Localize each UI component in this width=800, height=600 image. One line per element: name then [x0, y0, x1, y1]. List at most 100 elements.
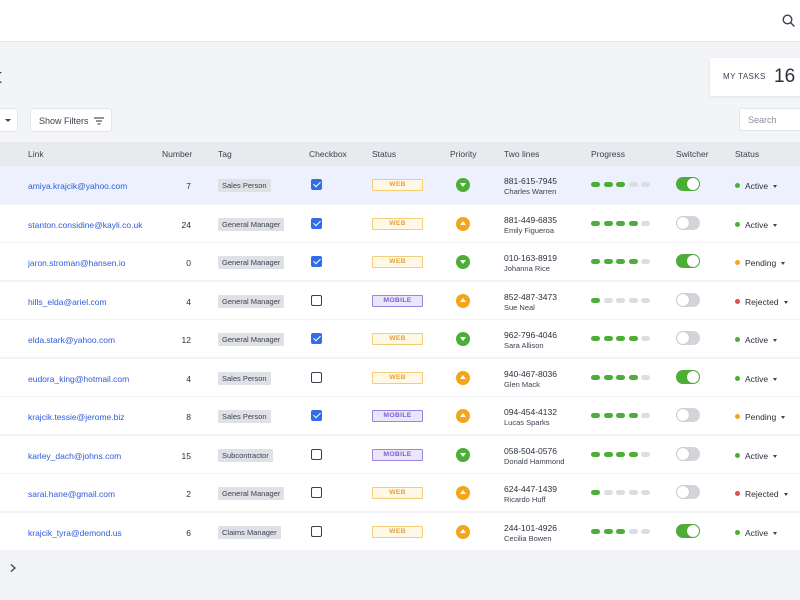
header-priority[interactable]: Priority	[450, 149, 477, 159]
filter-icon	[94, 117, 104, 125]
priority-low-icon	[456, 447, 470, 462]
row-checkbox[interactable]	[311, 410, 322, 421]
header-progress[interactable]: Progress	[591, 149, 626, 159]
header-number[interactable]: Number	[162, 149, 193, 159]
status-dropdown[interactable]: Rejected	[735, 489, 788, 499]
status-dropdown[interactable]: Active	[735, 374, 778, 384]
status-dropdown[interactable]: Active	[735, 335, 778, 345]
progress-indicator	[591, 182, 651, 188]
tag-badge: General Manager	[218, 333, 285, 346]
progress-step	[603, 336, 613, 341]
email-link[interactable]: krajcik.tessie@jerome.biz	[28, 412, 125, 422]
status-dot-icon	[735, 452, 740, 458]
row-checkbox[interactable]	[311, 525, 322, 537]
header-tag[interactable]: Tag	[218, 149, 232, 159]
header-two-lines[interactable]: Two lines	[504, 149, 540, 159]
header-switcher[interactable]: Switcher	[676, 149, 709, 159]
row-checkbox[interactable]	[311, 217, 322, 229]
toggle-knob	[677, 486, 689, 498]
header-status[interactable]: Status	[372, 149, 397, 159]
status-dropdown[interactable]: Active	[735, 528, 778, 538]
table-row[interactable]: amiya.krajcik@yahoo.com 7 Sales Person WEB 8…	[0, 166, 800, 203]
table-row[interactable]: elda.stark@yahoo.com 12 General Manager WEB…	[0, 320, 800, 357]
progress-step	[628, 297, 638, 303]
table-row[interactable]: krajcik_tyra@demond.us 6 Claims Manager WEB…	[0, 512, 800, 550]
email-link[interactable]: stanton.considine@kayli.co.uk	[28, 219, 143, 230]
chevron-down-icon	[783, 300, 788, 304]
phone-text: 058-504-0576	[504, 445, 557, 456]
my-tasks-card[interactable]: MY TASKS 16	[710, 58, 800, 96]
chevron-right-icon[interactable]	[8, 563, 18, 573]
email-link[interactable]: karley_dach@johns.com	[28, 450, 122, 461]
status-dropdown[interactable]: Rejected	[735, 297, 788, 307]
row-checkbox[interactable]	[311, 333, 322, 344]
table-header: Link Number Tag Checkbox Status Priority…	[0, 142, 800, 166]
table-row[interactable]: sarai.hane@gmail.com 2 General Manager WEB 6…	[0, 474, 800, 511]
header-link[interactable]: Link	[28, 149, 44, 159]
status-dropdown[interactable]: Pending	[735, 412, 786, 422]
progress-step	[628, 336, 638, 341]
table-row[interactable]: krajcik.tessie@jerome.biz 8 Sales Person MO…	[0, 397, 800, 434]
progress-step	[641, 220, 650, 226]
show-filters-button[interactable]: Show Filters	[30, 108, 112, 132]
toggle-knob	[677, 332, 689, 344]
email-link[interactable]: jaron.stroman@hansen.io	[28, 258, 126, 268]
search-input[interactable]	[739, 108, 800, 131]
email-link[interactable]: sarai.hane@gmail.com	[28, 489, 116, 499]
status-dropdown[interactable]: Pending	[735, 258, 786, 268]
row-toggle[interactable]	[676, 331, 700, 345]
email-link[interactable]: amiya.krajcik@yahoo.com	[28, 181, 128, 191]
toggle-knob	[677, 447, 689, 460]
row-toggle[interactable]	[676, 254, 700, 268]
table-row[interactable]: stanton.considine@kayli.co.uk 24 General M…	[0, 204, 800, 242]
phone-text: 624-447-1439	[504, 484, 557, 494]
status-dropdown[interactable]: Active	[735, 220, 778, 230]
header-status-2[interactable]: Status	[735, 149, 760, 159]
search-icon[interactable]	[782, 14, 796, 28]
contact-name: Johanna Rice	[504, 264, 550, 273]
tag-badge: Sales Person	[218, 179, 271, 192]
email-link[interactable]: elda.stark@yahoo.com	[28, 335, 116, 345]
email-link[interactable]: krajcik_tyra@demond.us	[28, 527, 122, 538]
row-checkbox[interactable]	[311, 256, 322, 267]
toggle-knob	[687, 255, 699, 267]
row-toggle[interactable]	[676, 408, 700, 422]
row-checkbox[interactable]	[311, 294, 322, 306]
email-link[interactable]: eudora_king@hotmail.com	[28, 373, 130, 384]
tag-badge: General Manager	[218, 487, 285, 500]
table-row[interactable]: hills_elda@ariel.com 4 General Manager MOBI…	[0, 281, 800, 319]
email-link[interactable]: hills_elda@ariel.com	[28, 296, 107, 307]
status-dot-icon	[735, 414, 740, 419]
priority-high-icon	[456, 524, 470, 539]
header-checkbox[interactable]: Checkbox	[309, 149, 347, 159]
row-checkbox[interactable]	[311, 448, 322, 460]
status-dropdown[interactable]: Active	[735, 181, 778, 191]
status-dropdown[interactable]: Active	[735, 451, 778, 461]
table-row[interactable]: jaron.stroman@hansen.io 0 General Manager W…	[0, 243, 800, 280]
chevron-down-icon	[783, 493, 788, 496]
status-dropdown-label: Active	[745, 181, 769, 191]
chevron-down-icon	[773, 223, 778, 227]
table-row[interactable]: eudora_king@hotmail.com 4 Sales Person WEB 9…	[0, 358, 800, 396]
row-toggle[interactable]	[676, 215, 700, 230]
row-toggle[interactable]	[676, 177, 700, 191]
contact-name: Glen Mack	[504, 379, 540, 389]
toggle-knob	[687, 524, 699, 537]
progress-step	[641, 259, 650, 264]
table-row[interactable]: karley_dach@johns.com 15 Subcontractor MOBI…	[0, 435, 800, 473]
tag-badge: General Manager	[218, 217, 285, 231]
row-checkbox[interactable]	[311, 371, 322, 383]
row-toggle[interactable]	[676, 523, 700, 538]
row-checkbox[interactable]	[311, 179, 322, 190]
progress-step	[603, 182, 613, 187]
phone-text: 010-163-8919	[504, 253, 557, 263]
progress-indicator	[591, 374, 651, 381]
row-checkbox[interactable]	[311, 487, 322, 498]
row-toggle[interactable]	[676, 485, 700, 499]
view-dropdown[interactable]	[0, 108, 18, 132]
row-toggle[interactable]	[676, 292, 700, 307]
toggle-knob	[677, 216, 689, 229]
row-toggle[interactable]	[676, 446, 700, 461]
row-toggle[interactable]	[676, 369, 700, 384]
contact-name: Ricardo Huff	[504, 495, 546, 504]
